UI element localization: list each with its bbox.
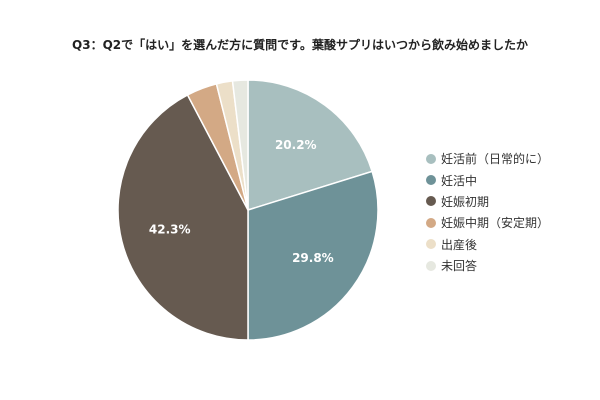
pie-data-labels: 20.2% 29.8% 42.3% [149,138,334,265]
pie-slice-2 [117,93,249,341]
legend-swatch-1 [426,175,436,186]
legend-label-1: 妊活中 [441,173,478,188]
pie-slice-5 [231,79,249,211]
legend-item-2: 妊娠初期 [426,191,549,212]
pie-data-label-1: 29.8% [292,251,334,265]
legend-item-4: 出産後 [426,234,549,255]
legend-item-0: 妊活前（日常的に） [426,148,549,169]
legend-item-1: 妊活中 [426,169,549,190]
legend-swatch-2 [426,196,436,207]
chart-title: Q3：Q2で「はい」を選んだ方に質問です。葉酸サプリはいつから飲み始めましたか [72,38,528,52]
legend-label-0: 妊活前（日常的に） [441,152,550,167]
legend-swatch-5 [426,260,436,271]
pie-data-label-0: 20.2% [275,138,317,152]
pie-slices [117,79,379,341]
legend-swatch-4 [426,239,436,250]
legend-item-5: 未回答 [426,255,549,276]
pie-slice-1 [247,170,379,341]
legend-label-5: 未回答 [441,259,478,274]
pie-data-label-2: 42.3% [149,222,191,236]
legend-label-3: 妊娠中期（安定期） [441,216,550,231]
legend-swatch-3 [426,217,436,228]
pie-slice-0 [247,79,374,212]
legend-label-4: 出産後 [441,237,478,252]
legend-label-2: 妊娠初期 [441,194,490,209]
legend-swatch-0 [426,153,436,164]
chart-legend: 妊活前（日常的に） 妊活中妊娠初期妊娠中期（安定期） 出産後未回答 [426,148,549,276]
legend-item-3: 妊娠中期（安定期） [426,212,549,233]
